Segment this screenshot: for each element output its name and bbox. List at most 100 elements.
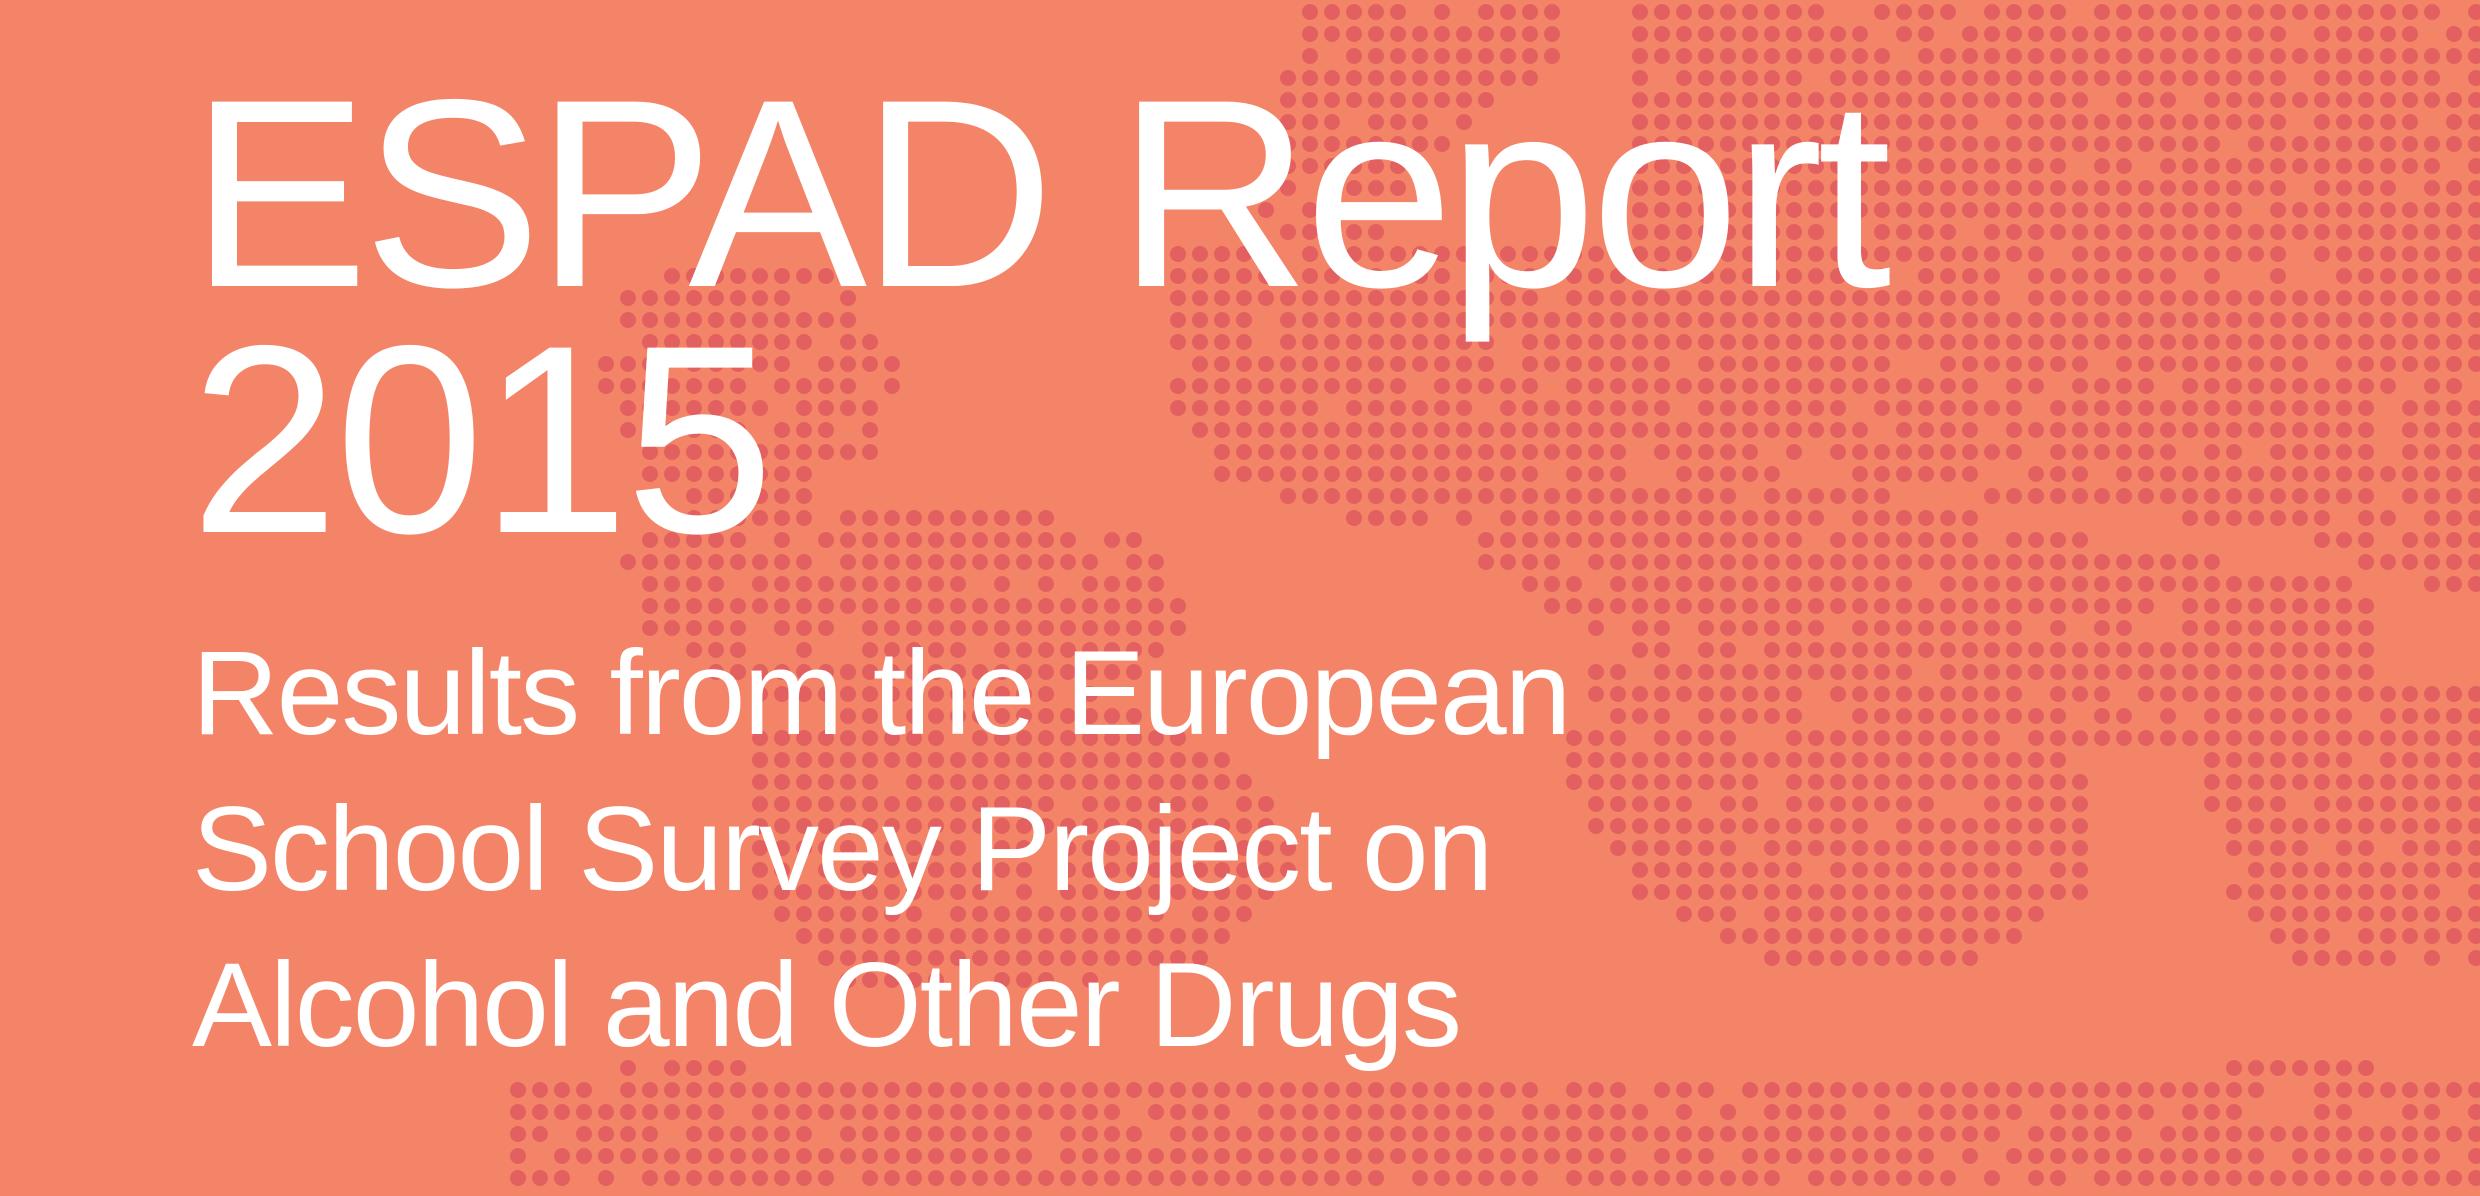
map-dot — [730, 444, 746, 460]
map-dot — [2446, 246, 2462, 262]
map-dot — [906, 576, 922, 592]
map-dot — [994, 620, 1010, 636]
map-dot — [906, 1104, 922, 1120]
map-dot — [1082, 642, 1098, 658]
map-dot — [1786, 686, 1802, 702]
map-dot — [1346, 4, 1362, 20]
map-dot — [2182, 510, 2198, 526]
map-dot — [1874, 532, 1890, 548]
map-dot — [2006, 224, 2022, 240]
map-dot — [2358, 950, 2374, 966]
map-dot — [1874, 510, 1890, 526]
map-dot — [2270, 114, 2286, 130]
map-dot — [1544, 4, 1560, 20]
map-dot — [1698, 664, 1714, 680]
map-dot — [840, 510, 856, 526]
map-dot — [2226, 246, 2242, 262]
map-dot — [2336, 1104, 2352, 1120]
map-dot — [1104, 598, 1120, 614]
map-dot — [2094, 202, 2110, 218]
map-dot — [2050, 4, 2066, 20]
map-dot — [1390, 1104, 1406, 1120]
map-dot — [928, 818, 944, 834]
map-dot — [1368, 444, 1384, 460]
map-dot — [862, 532, 878, 548]
map-dot — [1940, 70, 1956, 86]
map-dot — [1896, 422, 1912, 438]
map-dot — [1830, 444, 1846, 460]
map-dot — [2446, 400, 2462, 416]
map-dot — [2028, 334, 2044, 350]
map-dot — [884, 1126, 900, 1142]
map-dot — [1808, 1082, 1824, 1098]
map-dot — [1852, 268, 1868, 284]
map-dot — [2446, 752, 2462, 768]
map-dot — [1698, 334, 1714, 350]
map-dot — [2468, 532, 2480, 548]
map-dot — [1786, 884, 1802, 900]
map-dot — [1742, 92, 1758, 108]
map-dot — [2116, 620, 2132, 636]
map-dot — [1280, 862, 1296, 878]
map-dot — [796, 840, 812, 856]
map-dot — [1632, 510, 1648, 526]
map-dot — [1698, 1148, 1714, 1164]
map-dot — [1412, 466, 1428, 482]
map-dot — [2358, 268, 2374, 284]
map-dot — [2116, 1082, 2132, 1098]
map-dot — [1764, 378, 1780, 394]
map-dot — [2424, 180, 2440, 196]
map-dot — [2468, 576, 2480, 592]
map-dot — [1874, 620, 1890, 636]
map-dot — [1962, 136, 1978, 152]
map-dot — [2336, 862, 2352, 878]
map-dot — [1720, 378, 1736, 394]
map-dot — [1918, 224, 1934, 240]
map-dot — [1588, 290, 1604, 306]
map-dot — [1808, 180, 1824, 196]
map-dot — [2050, 26, 2066, 42]
map-dot — [1808, 224, 1824, 240]
map-dot — [2424, 246, 2440, 262]
map-dot — [2380, 554, 2396, 570]
map-dot — [1082, 1126, 1098, 1142]
map-dot — [1676, 906, 1692, 922]
map-dot — [1918, 114, 1934, 130]
map-dot — [2380, 686, 2396, 702]
map-dot — [2226, 840, 2242, 856]
map-dot — [1918, 840, 1934, 856]
map-dot — [1918, 708, 1934, 724]
map-dot — [2358, 290, 2374, 306]
map-dot — [1940, 730, 1956, 746]
map-dot — [2094, 1170, 2110, 1186]
map-dot — [2204, 730, 2220, 746]
map-dot — [708, 532, 724, 548]
map-dot — [1258, 818, 1274, 834]
map-dot — [2380, 466, 2396, 482]
map-dot — [2248, 1148, 2264, 1164]
map-dot — [1214, 1148, 1230, 1164]
map-dot — [1676, 730, 1692, 746]
map-dot — [862, 818, 878, 834]
map-dot — [1390, 92, 1406, 108]
map-dot — [752, 312, 768, 328]
map-dot — [1852, 158, 1868, 174]
map-dot — [2248, 114, 2264, 130]
map-dot — [1368, 1126, 1384, 1142]
map-dot — [950, 774, 966, 790]
map-dot — [1984, 796, 2000, 812]
map-dot — [1456, 70, 1472, 86]
map-dot — [840, 312, 856, 328]
map-dot — [1786, 246, 1802, 262]
map-dot — [2358, 1060, 2374, 1076]
map-dot — [2380, 730, 2396, 746]
map-dot — [1148, 1082, 1164, 1098]
map-dot — [2006, 422, 2022, 438]
map-dot — [906, 862, 922, 878]
map-dot — [1324, 158, 1340, 174]
map-dot — [2248, 466, 2264, 482]
map-dot — [1302, 202, 1318, 218]
map-dot — [2226, 334, 2242, 350]
map-dot — [1566, 356, 1582, 372]
map-dot — [2336, 818, 2352, 834]
